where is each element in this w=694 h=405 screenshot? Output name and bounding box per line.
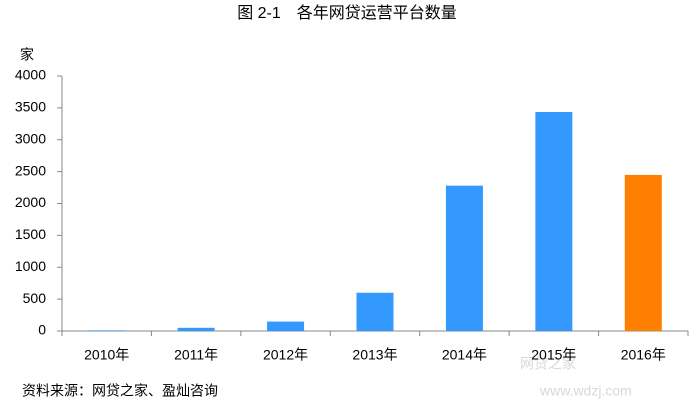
x-tick-label: 2016年 — [621, 347, 666, 363]
y-tick-label: 0 — [38, 322, 46, 338]
y-tick-label: 1500 — [15, 226, 46, 242]
x-tick-label: 2014年 — [442, 347, 487, 363]
x-tick-label: 2015年 — [531, 347, 576, 363]
y-tick-label: 500 — [23, 290, 47, 306]
y-axis-label: 家 — [20, 47, 34, 63]
watermark: 网贷之家 — [520, 356, 576, 372]
x-tick-label: 2012年 — [263, 347, 308, 363]
bar — [356, 292, 394, 331]
x-tick-label: 2011年 — [174, 347, 218, 363]
bar — [535, 112, 573, 331]
x-tick-label: 2010年 — [84, 347, 129, 363]
bar — [177, 327, 215, 331]
x-tick-label: 2013年 — [352, 347, 397, 363]
y-tick-label: 3500 — [15, 99, 46, 115]
source-note: 资料来源：网贷之家、盈灿咨询 — [22, 383, 218, 399]
chart-title: 图 2-1 各年网贷运营平台数量 — [237, 4, 457, 22]
watermark: www.wdzj.com — [539, 383, 632, 399]
y-tick-label: 2000 — [15, 194, 46, 210]
y-tick-label: 2500 — [15, 162, 46, 178]
y-tick-label: 1000 — [15, 258, 46, 274]
bar — [445, 185, 483, 331]
bar — [88, 330, 126, 331]
bar — [267, 321, 305, 331]
y-tick-label: 3000 — [15, 130, 46, 146]
y-tick-label: 4000 — [15, 67, 46, 83]
bar — [624, 174, 662, 331]
